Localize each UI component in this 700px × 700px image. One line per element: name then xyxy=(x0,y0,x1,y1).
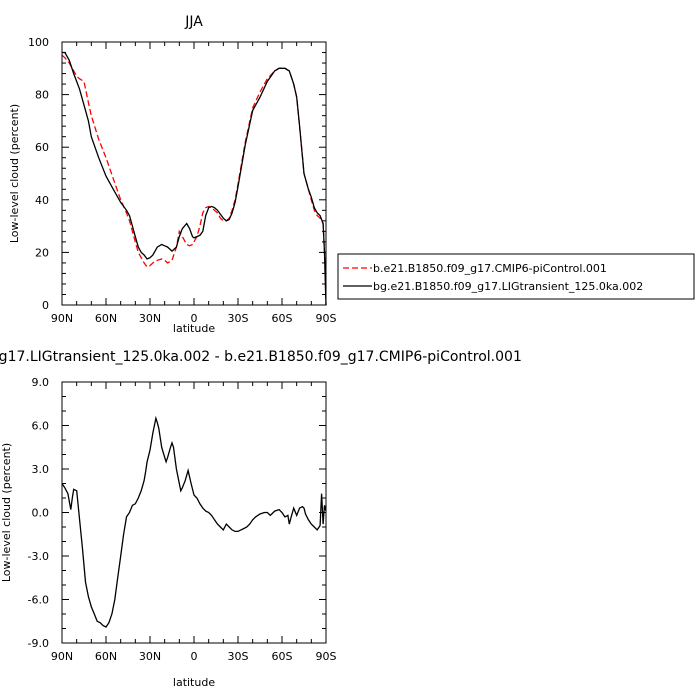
x-tick-label: 60N xyxy=(95,650,117,663)
legend: b.e21.B1850.f09_g17.CMIP6-piControl.001 … xyxy=(337,253,695,300)
x-tick-label: 60S xyxy=(272,312,293,325)
bottom-series-group xyxy=(61,415,327,628)
y-tick-label: 20 xyxy=(35,246,49,259)
legend-label-lig: bg.e21.B1850.f09_g17.LIGtransient_125.0k… xyxy=(373,280,643,293)
y-tick-label: 0 xyxy=(42,299,49,312)
legend-box xyxy=(337,253,695,300)
y-tick-label: 0.0 xyxy=(32,507,50,520)
x-tick-label: 30S xyxy=(228,312,249,325)
x-tick-label: 0 xyxy=(191,312,198,325)
bottom-chart-title: bg.e21.B1850.f09_g17.LIGtransient_125.0k… xyxy=(0,349,522,365)
x-tick-label: 30N xyxy=(139,650,161,663)
y-tick-label: 6.0 xyxy=(32,420,50,433)
y-tick-label: 80 xyxy=(35,89,49,102)
bottom-x-axis-label: latitude xyxy=(173,676,215,689)
y-tick-label: 3.0 xyxy=(32,463,50,476)
y-tick-label: 9.0 xyxy=(32,376,50,389)
y-tick-label: -6.0 xyxy=(28,594,49,607)
series-line-1-0 xyxy=(61,415,327,628)
series-line-0-0 xyxy=(61,54,327,306)
bottom-plot-frame xyxy=(61,381,327,644)
top-series-group xyxy=(61,51,327,306)
y-tick-label: 100 xyxy=(28,36,49,49)
x-tick-label: 90N xyxy=(51,650,73,663)
y-tick-label: 40 xyxy=(35,194,49,207)
x-tick-label: 60S xyxy=(272,650,293,663)
top-panel: JJA 90N 60N 30N 0 30S 60S 90S 0 20 40 60 80 100 lati… xyxy=(8,14,337,335)
series-line-0-1 xyxy=(62,51,327,306)
legend-label-control: b.e21.B1850.f09_g17.CMIP6-piControl.001 xyxy=(373,262,607,275)
x-tick-label: 90S xyxy=(316,312,337,325)
y-tick-label: -3.0 xyxy=(28,550,49,563)
x-tick-label: 30N xyxy=(139,312,161,325)
top-y-axis-label: Low-level cloud (percent) xyxy=(8,104,21,243)
x-tick-label: 60N xyxy=(95,312,117,325)
top-x-axis-label: latitude xyxy=(173,322,215,335)
top-plot-frame xyxy=(61,41,327,306)
y-tick-label: -9.0 xyxy=(28,637,49,650)
x-tick-label: 0 xyxy=(191,650,198,663)
x-tick-label: 30S xyxy=(228,650,249,663)
bottom-y-axis-label: Low-level cloud (percent) xyxy=(0,443,13,582)
top-ticks: 90N 60N 30N 0 30S 60S 90S 0 20 40 60 80 100 xyxy=(28,36,337,325)
y-tick-label: 60 xyxy=(35,141,49,154)
bottom-ticks: 90N 60N 30N 0 30S 60S 90S -9.0 -6.0 -3.0 0.0 3.0 6.0… xyxy=(28,376,337,663)
x-tick-label: 90S xyxy=(316,650,337,663)
x-tick-label: 90N xyxy=(51,312,73,325)
top-chart-title: JJA xyxy=(184,14,203,30)
bottom-panel: bg.e21.B1850.f09_g17.LIGtransient_125.0k… xyxy=(0,349,522,689)
